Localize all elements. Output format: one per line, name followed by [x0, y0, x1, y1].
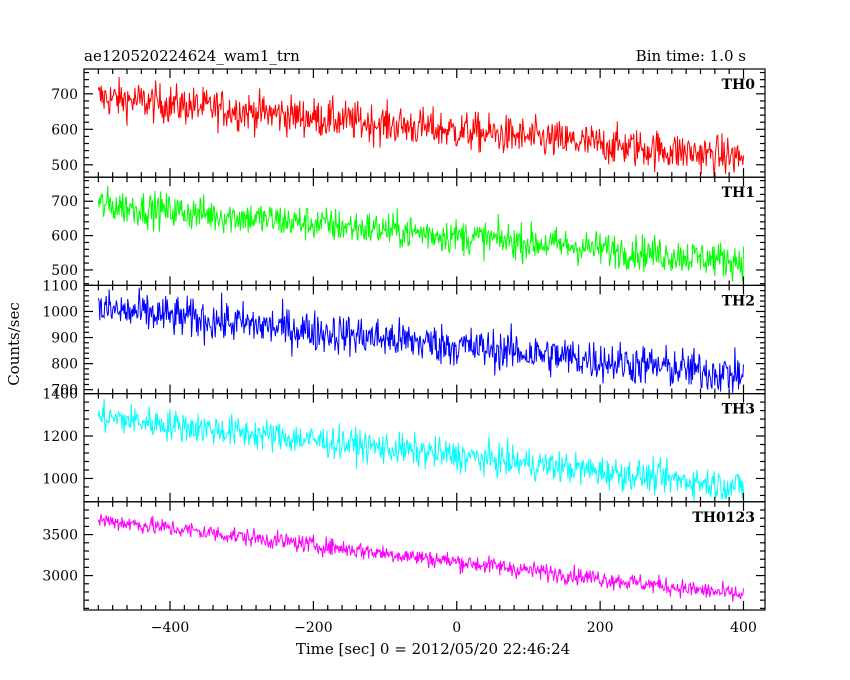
series-line-th2 — [97, 287, 744, 393]
panel-label-th0: TH0 — [722, 77, 756, 93]
chart-title: ae120520224624_wam1_trn — [84, 47, 300, 65]
bin-time-label: Bin time: 1.0 s — [636, 47, 746, 65]
series-line-th0 — [97, 76, 744, 178]
panel-th3: 1000 1200 1400 TH3 — [42, 387, 766, 503]
y-tick-label: 600 — [51, 229, 78, 245]
x-tick-label: −400 — [151, 620, 189, 636]
y-tick-label: 1000 — [42, 471, 78, 487]
x-tick-label: 0 — [452, 620, 461, 636]
x-tick-label: 400 — [730, 620, 757, 636]
y-tick-label: 900 — [51, 331, 78, 347]
x-axis: −400 −200 0 200 400 — [151, 620, 757, 636]
panel-label-th2: TH2 — [722, 293, 755, 309]
series-line-th0123 — [97, 514, 744, 602]
y-tick-label: 800 — [51, 357, 78, 373]
y-tick-label: 1100 — [42, 278, 78, 294]
series-line-th3 — [97, 398, 744, 502]
panel-label-th3: TH3 — [722, 402, 755, 418]
y-tick-label: 3500 — [42, 528, 78, 544]
x-tick-label: 200 — [587, 620, 614, 636]
y-tick-label: 700 — [51, 87, 78, 103]
y-tick-label: 600 — [51, 122, 78, 138]
y-tick-label: 3000 — [42, 569, 78, 585]
panel-label-th0123: TH0123 — [692, 510, 755, 526]
panel-frame — [83, 501, 766, 611]
panels-group: 500 600 700 TH0 500 600 700 TH1 700 800 900 1000 110… — [42, 68, 766, 611]
x-tick-label: −200 — [294, 620, 332, 636]
y-axis-label: Counts/sec — [5, 302, 23, 386]
y-tick-label: 500 — [51, 263, 78, 279]
panel-th0123: 3000 3500 TH0123 — [42, 501, 766, 611]
y-tick-label: 1000 — [42, 304, 78, 320]
x-axis-label: Time [sec] 0 = 2012/05/20 22:46:24 — [296, 640, 570, 658]
y-tick-label: 700 — [51, 194, 78, 210]
panel-frame — [83, 284, 766, 395]
panel-label-th1: TH1 — [722, 185, 755, 201]
panel-th2: 700 800 900 1000 1100 TH2 — [42, 278, 766, 399]
panel-th1: 500 600 700 TH1 — [51, 176, 766, 286]
y-tick-label: 1200 — [42, 429, 78, 445]
panel-th0: 500 600 700 TH0 — [51, 68, 766, 178]
y-tick-label: 700 — [51, 383, 78, 399]
y-tick-label: 1400 — [42, 387, 78, 403]
y-tick-label: 500 — [51, 158, 78, 174]
series-line-th1 — [97, 185, 744, 284]
